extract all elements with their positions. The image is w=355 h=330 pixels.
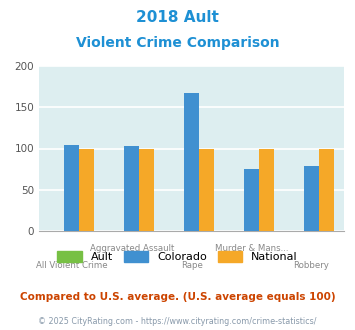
Bar (80, 148, 94, 231)
Text: Compared to U.S. average. (U.S. average equals 100): Compared to U.S. average. (U.S. average … (20, 292, 335, 302)
Text: © 2025 CityRating.com - https://www.cityrating.com/crime-statistics/: © 2025 CityRating.com - https://www.city… (38, 317, 317, 326)
Text: Robbery: Robbery (294, 261, 329, 270)
Text: Murder & Mans...: Murder & Mans... (215, 244, 288, 253)
Text: Rape: Rape (181, 261, 203, 270)
Text: 2018 Ault: 2018 Ault (136, 10, 219, 25)
Bar (259, 148, 274, 231)
Bar (244, 169, 259, 231)
Bar (124, 146, 139, 231)
Bar (304, 166, 319, 231)
Bar (184, 93, 199, 231)
Text: Aggravated Assault: Aggravated Assault (90, 244, 174, 253)
Text: All Violent Crime: All Violent Crime (36, 261, 108, 270)
Text: Violent Crime Comparison: Violent Crime Comparison (76, 36, 279, 50)
Bar (199, 148, 214, 231)
Bar (139, 148, 154, 231)
Bar (319, 148, 334, 231)
Bar (65, 145, 80, 231)
Legend: Ault, Colorado, National: Ault, Colorado, National (53, 247, 302, 267)
